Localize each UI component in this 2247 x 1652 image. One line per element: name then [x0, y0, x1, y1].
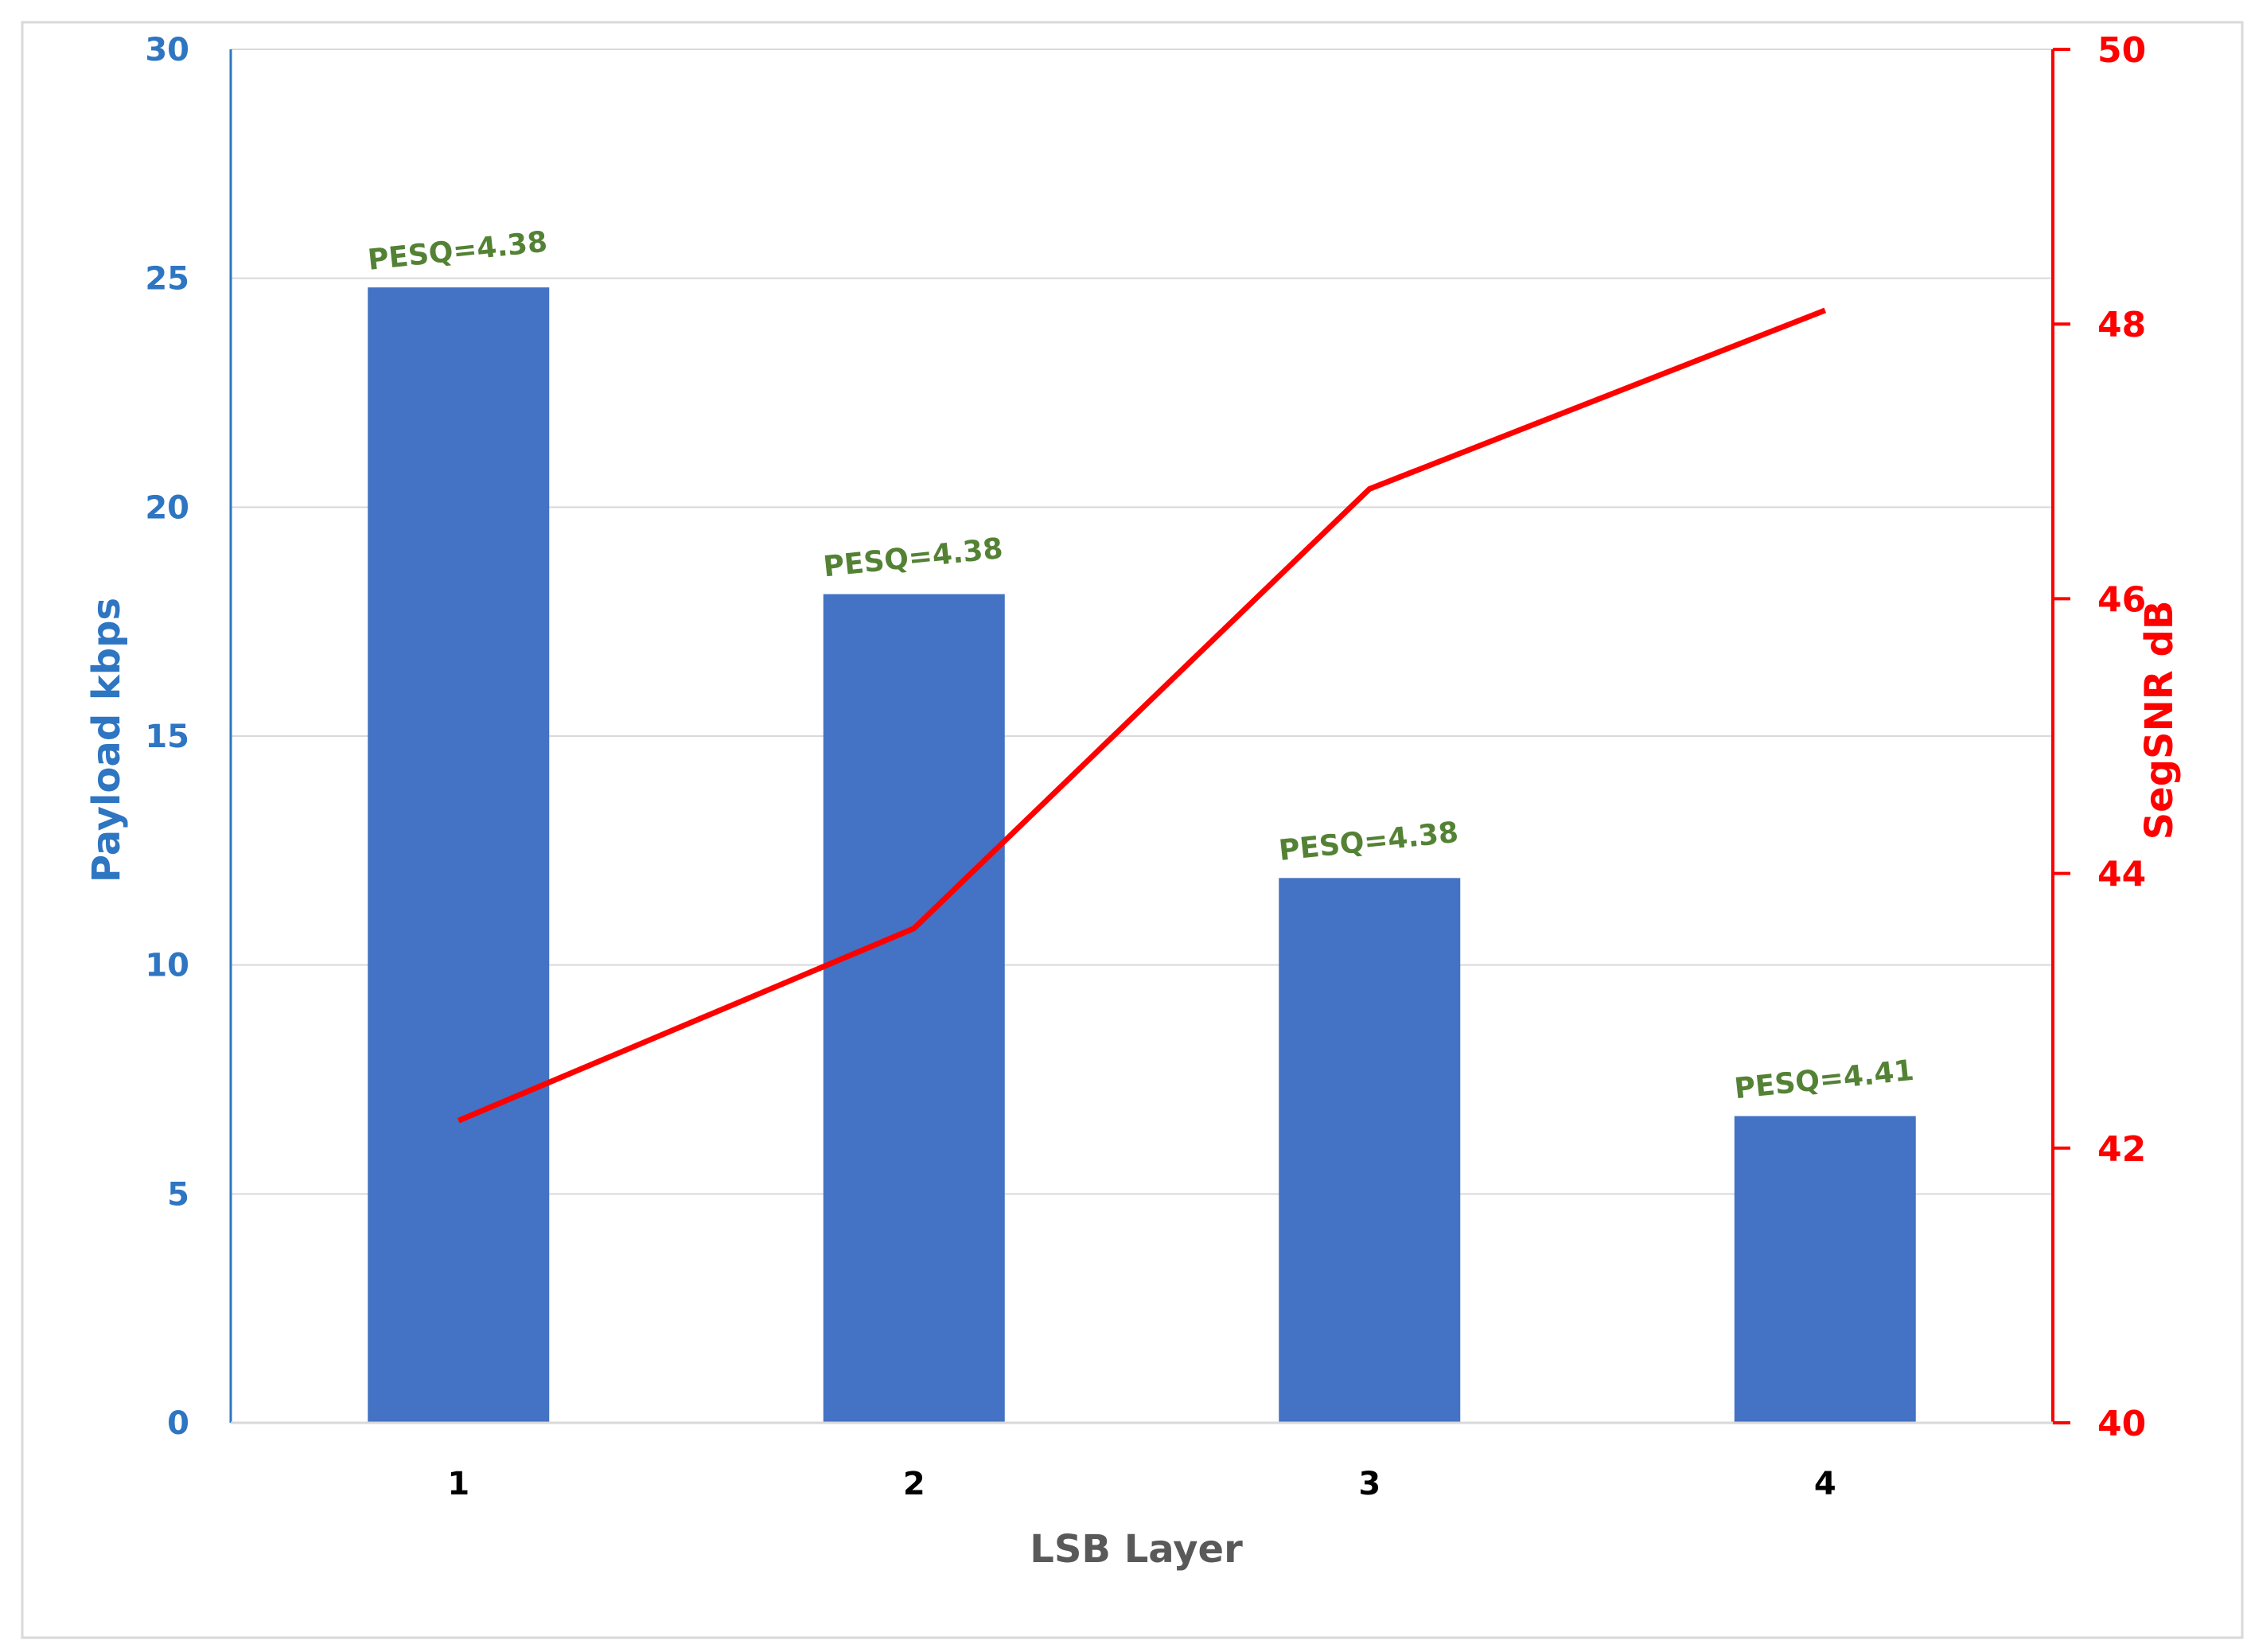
bar: [1734, 1116, 1916, 1423]
y-left-tick-label: 30: [145, 32, 189, 68]
x-axis-title: LSB Layer: [1030, 1527, 1243, 1572]
y-left-tick-label: 10: [145, 948, 189, 984]
segsnr-line: [457, 307, 1827, 1124]
line-series: [457, 307, 1827, 1124]
y-right-tick-label: 42: [2097, 1129, 2146, 1170]
y-right-tick-label: 44: [2097, 855, 2146, 895]
x-tick-label: 3: [1358, 1466, 1381, 1502]
y-right-tick-label: 48: [2097, 305, 2146, 345]
bar: [823, 594, 1005, 1423]
y-left-tick-label: 5: [167, 1176, 189, 1213]
bar: [368, 287, 550, 1423]
y-right-tick-label: 40: [2097, 1404, 2146, 1444]
bar-series: [368, 287, 1916, 1423]
y-left-tick-label: 0: [167, 1405, 189, 1442]
x-tick-label: 1: [447, 1466, 469, 1502]
y-axis-right-title: SegSNR dB: [2137, 601, 2182, 840]
axes: 0 5 10 15 20 25 30 40 42 44 46 48 50 1 2 3 4: [145, 30, 2146, 1502]
y-left-tick-label: 20: [145, 489, 189, 526]
chart-frame: [21, 21, 2244, 1639]
bar: [1279, 878, 1461, 1423]
y-left-tick-label: 25: [145, 261, 189, 298]
y-left-tick-label: 15: [145, 719, 189, 755]
x-tick-label: 2: [903, 1466, 925, 1502]
y-axis-left-title: Payload kbps: [84, 598, 129, 882]
y-right-tick-label: 46: [2097, 579, 2146, 620]
x-tick-label: 4: [1814, 1466, 1836, 1502]
y-right-tick-label: 50: [2097, 30, 2146, 71]
